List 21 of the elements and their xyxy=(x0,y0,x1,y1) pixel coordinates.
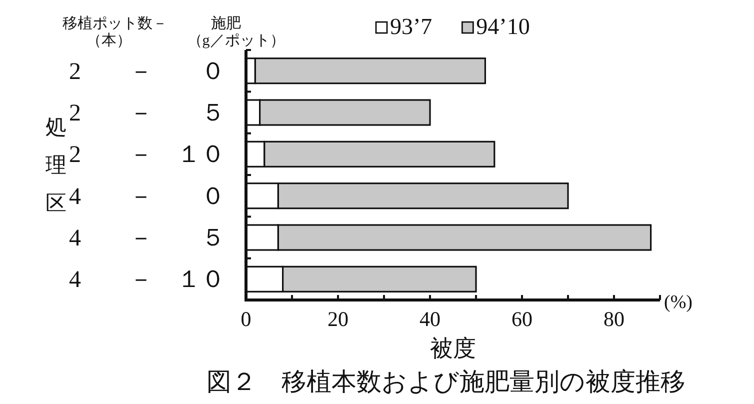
y-tick-label: 2 － １０ xyxy=(69,142,225,168)
x-axis-title: 被度 xyxy=(430,336,476,361)
y-axis-title: 処理区 xyxy=(46,115,66,215)
text: （本） xyxy=(86,32,132,49)
y-tick-label: 2 － ０ xyxy=(69,58,225,85)
text: （g／ポット） xyxy=(187,33,285,49)
legend-label: 93’7 xyxy=(390,14,432,39)
x-tick-label: 60 xyxy=(512,307,532,331)
text: (%) xyxy=(664,292,692,313)
x-tick-label: 20 xyxy=(328,307,348,331)
y-tick-label: 2 － ５ xyxy=(69,100,225,126)
y-tick-label: 4 － １０ xyxy=(69,267,225,294)
text: 移植ポット数－ xyxy=(62,15,168,32)
x-tick-label: 40 xyxy=(420,307,440,331)
legend-label: 94’10 xyxy=(476,14,530,39)
y-tick-label: 4 － ０ xyxy=(69,184,225,210)
x-tick-label: 0 xyxy=(240,307,252,331)
x-tick-label: 80 xyxy=(604,307,624,331)
y-tick-label: 4 － ５ xyxy=(69,226,225,252)
text: 図２ 移植本数および施肥量別の被度推移 xyxy=(206,368,686,396)
text: 施肥 xyxy=(211,15,241,32)
